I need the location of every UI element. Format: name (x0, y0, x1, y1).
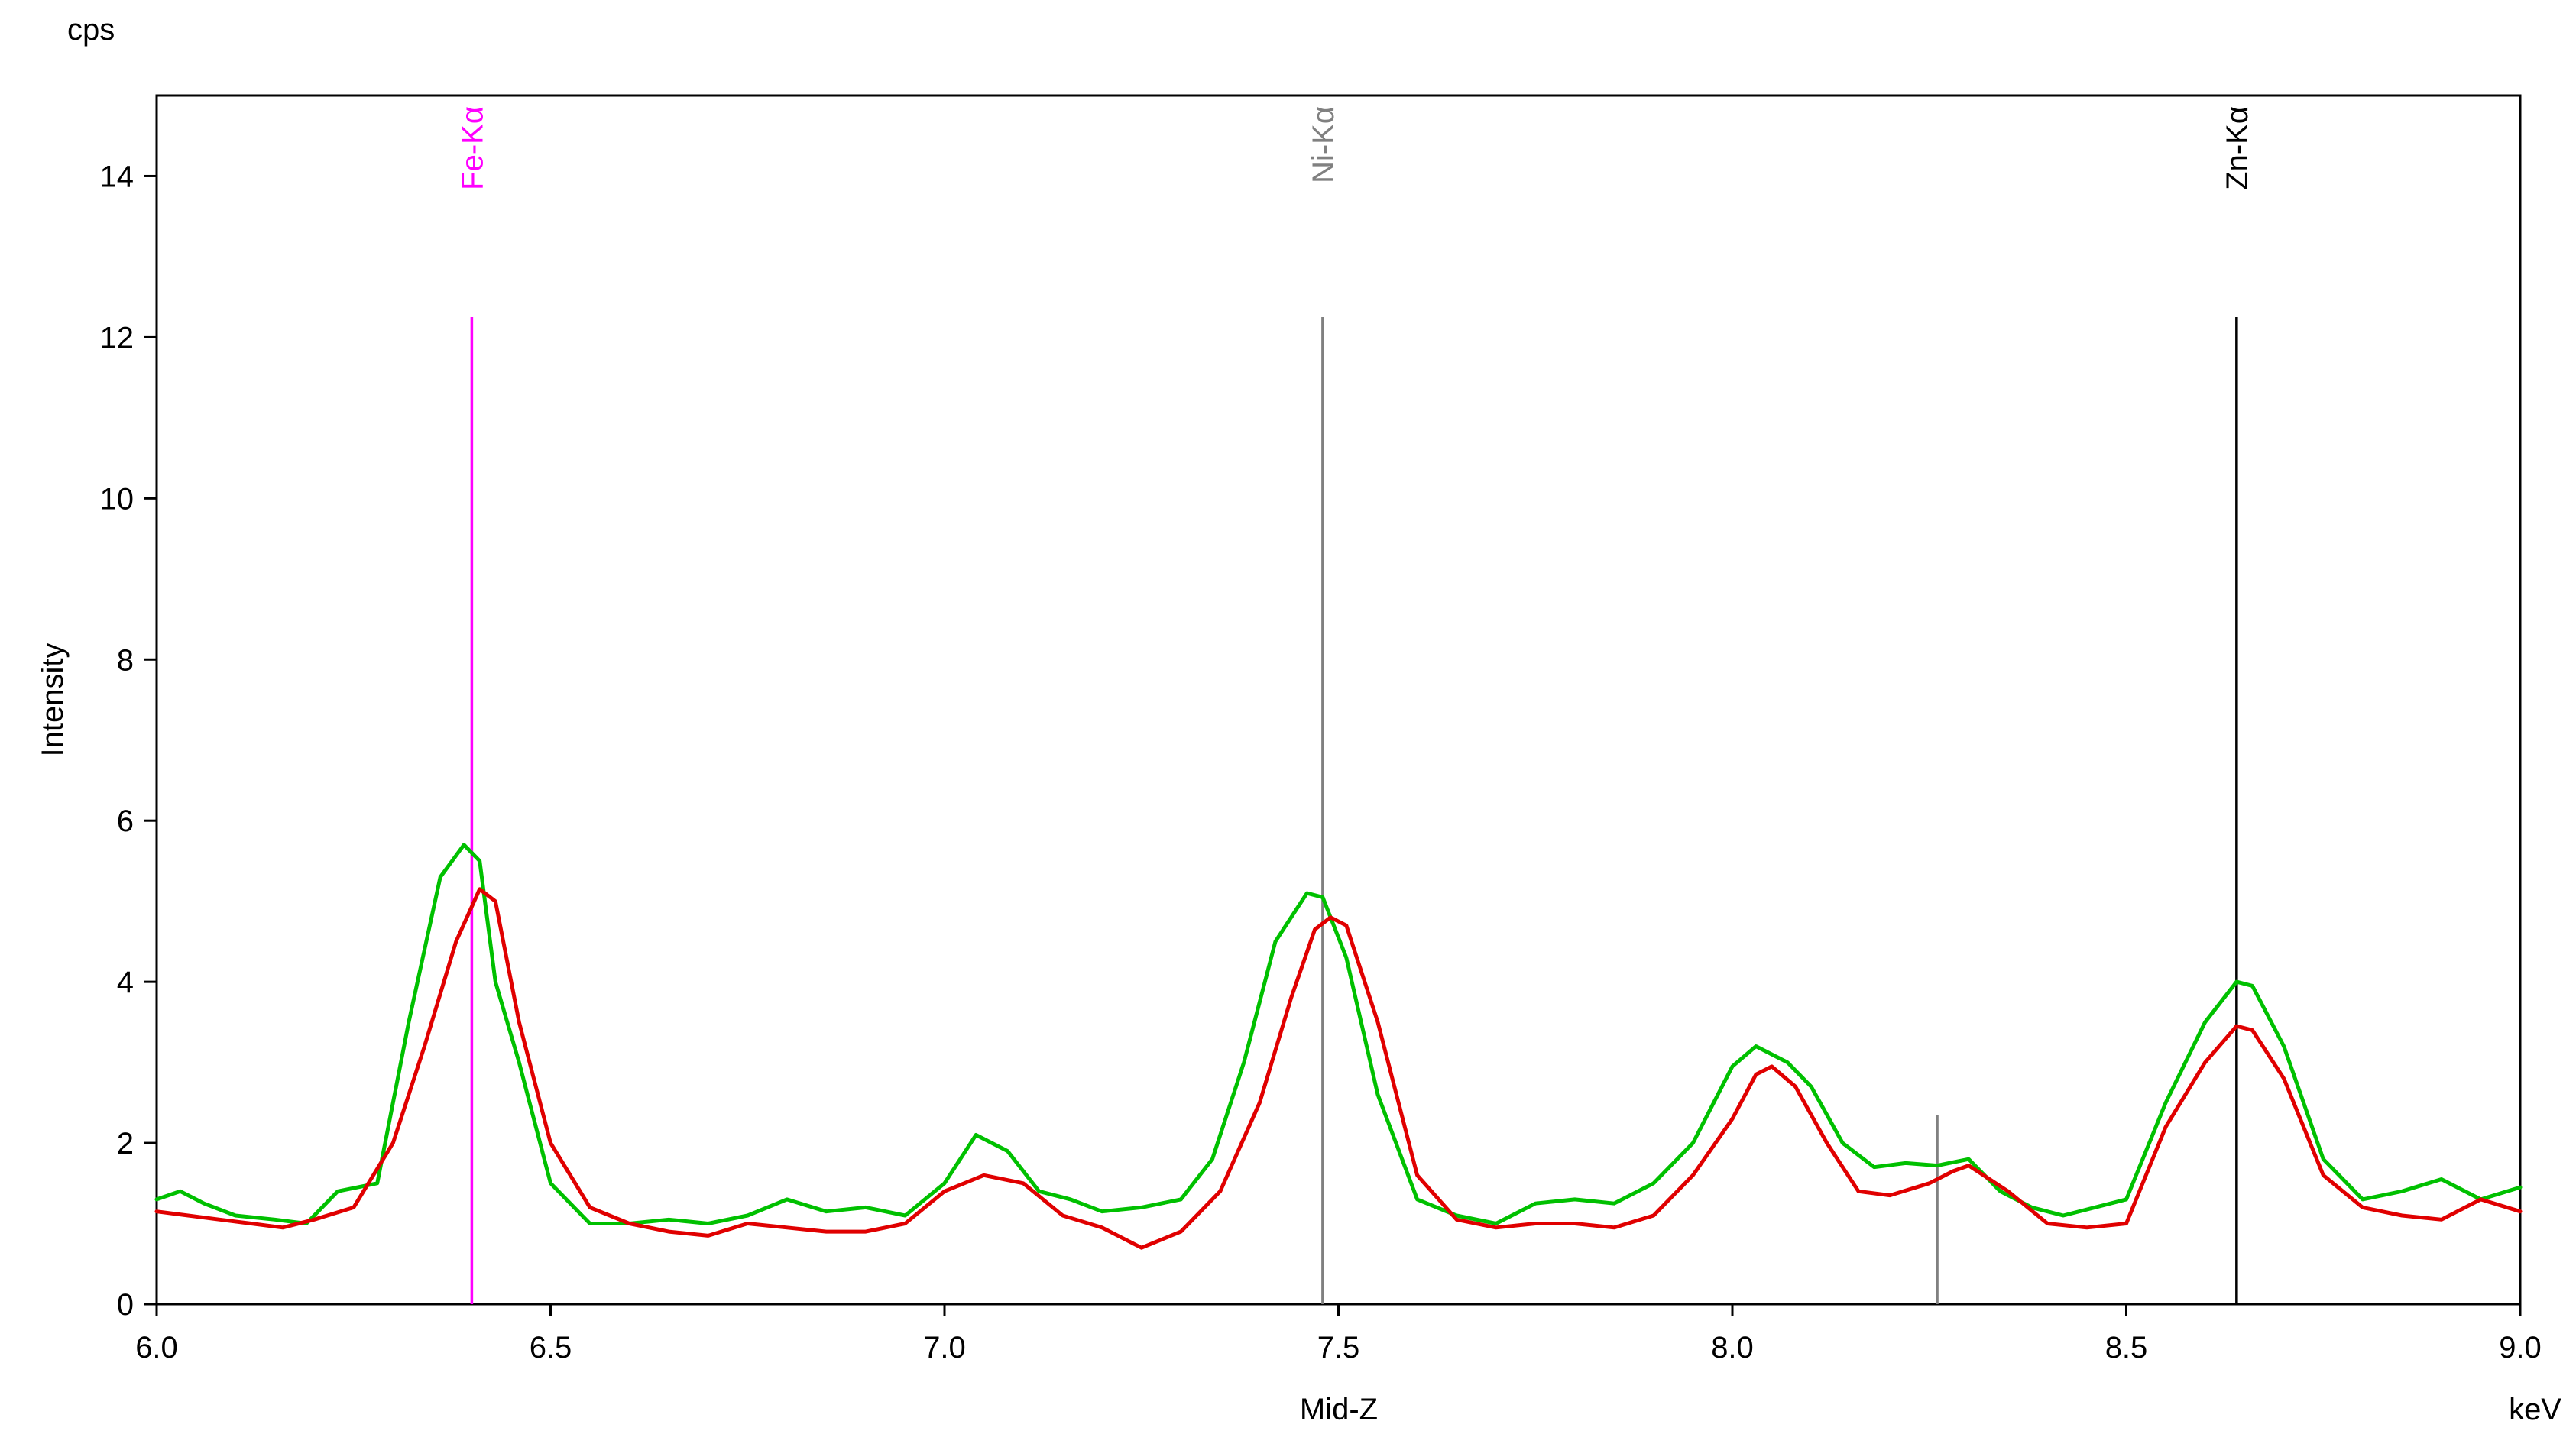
x-tick-label: 6.0 (135, 1331, 178, 1364)
x-tick-label: 8.0 (1711, 1331, 1754, 1364)
y-axis-ticks: 0 2 4 6 8 10 12 14 (100, 160, 157, 1322)
y-tick-label: 10 (100, 482, 134, 516)
y-tick-label: 0 (117, 1288, 134, 1322)
x-tick-label: 8.5 (2105, 1331, 2148, 1364)
x-axis-label: Mid-Z (1300, 1393, 1378, 1426)
y-axis-label: Intensity (36, 643, 70, 757)
y-tick-label: 14 (100, 160, 134, 193)
marker-label: Zn-Kα (2221, 106, 2254, 190)
y-tick-label: 2 (117, 1127, 134, 1161)
series-layer (154, 843, 2523, 1250)
x-axis-ticks: 6.0 6.5 7.0 7.5 8.0 8.5 9.0 (135, 1304, 2542, 1364)
x-tick-label: 7.5 (1317, 1331, 1360, 1364)
x-tick-label: 9.0 (2499, 1331, 2542, 1364)
x-tick-label: 6.5 (530, 1331, 572, 1364)
marker-label: Fe-Kα (455, 106, 489, 190)
x-unit-label: keV (2509, 1393, 2561, 1426)
series-line (154, 887, 2523, 1250)
y-tick-label: 4 (117, 966, 134, 999)
y-unit-label: cps (67, 13, 115, 47)
y-tick-label: 8 (117, 643, 134, 677)
series-line (154, 843, 2523, 1225)
x-tick-label: 7.0 (923, 1331, 966, 1364)
y-tick-label: 6 (117, 804, 134, 838)
y-tick-label: 12 (100, 321, 134, 354)
marker-label: Ni-Kα (1307, 106, 1340, 183)
plot-frame (155, 94, 2522, 1306)
element-markers: Fe-Kα Ni-Kα Zn-Kα (455, 106, 2254, 1304)
